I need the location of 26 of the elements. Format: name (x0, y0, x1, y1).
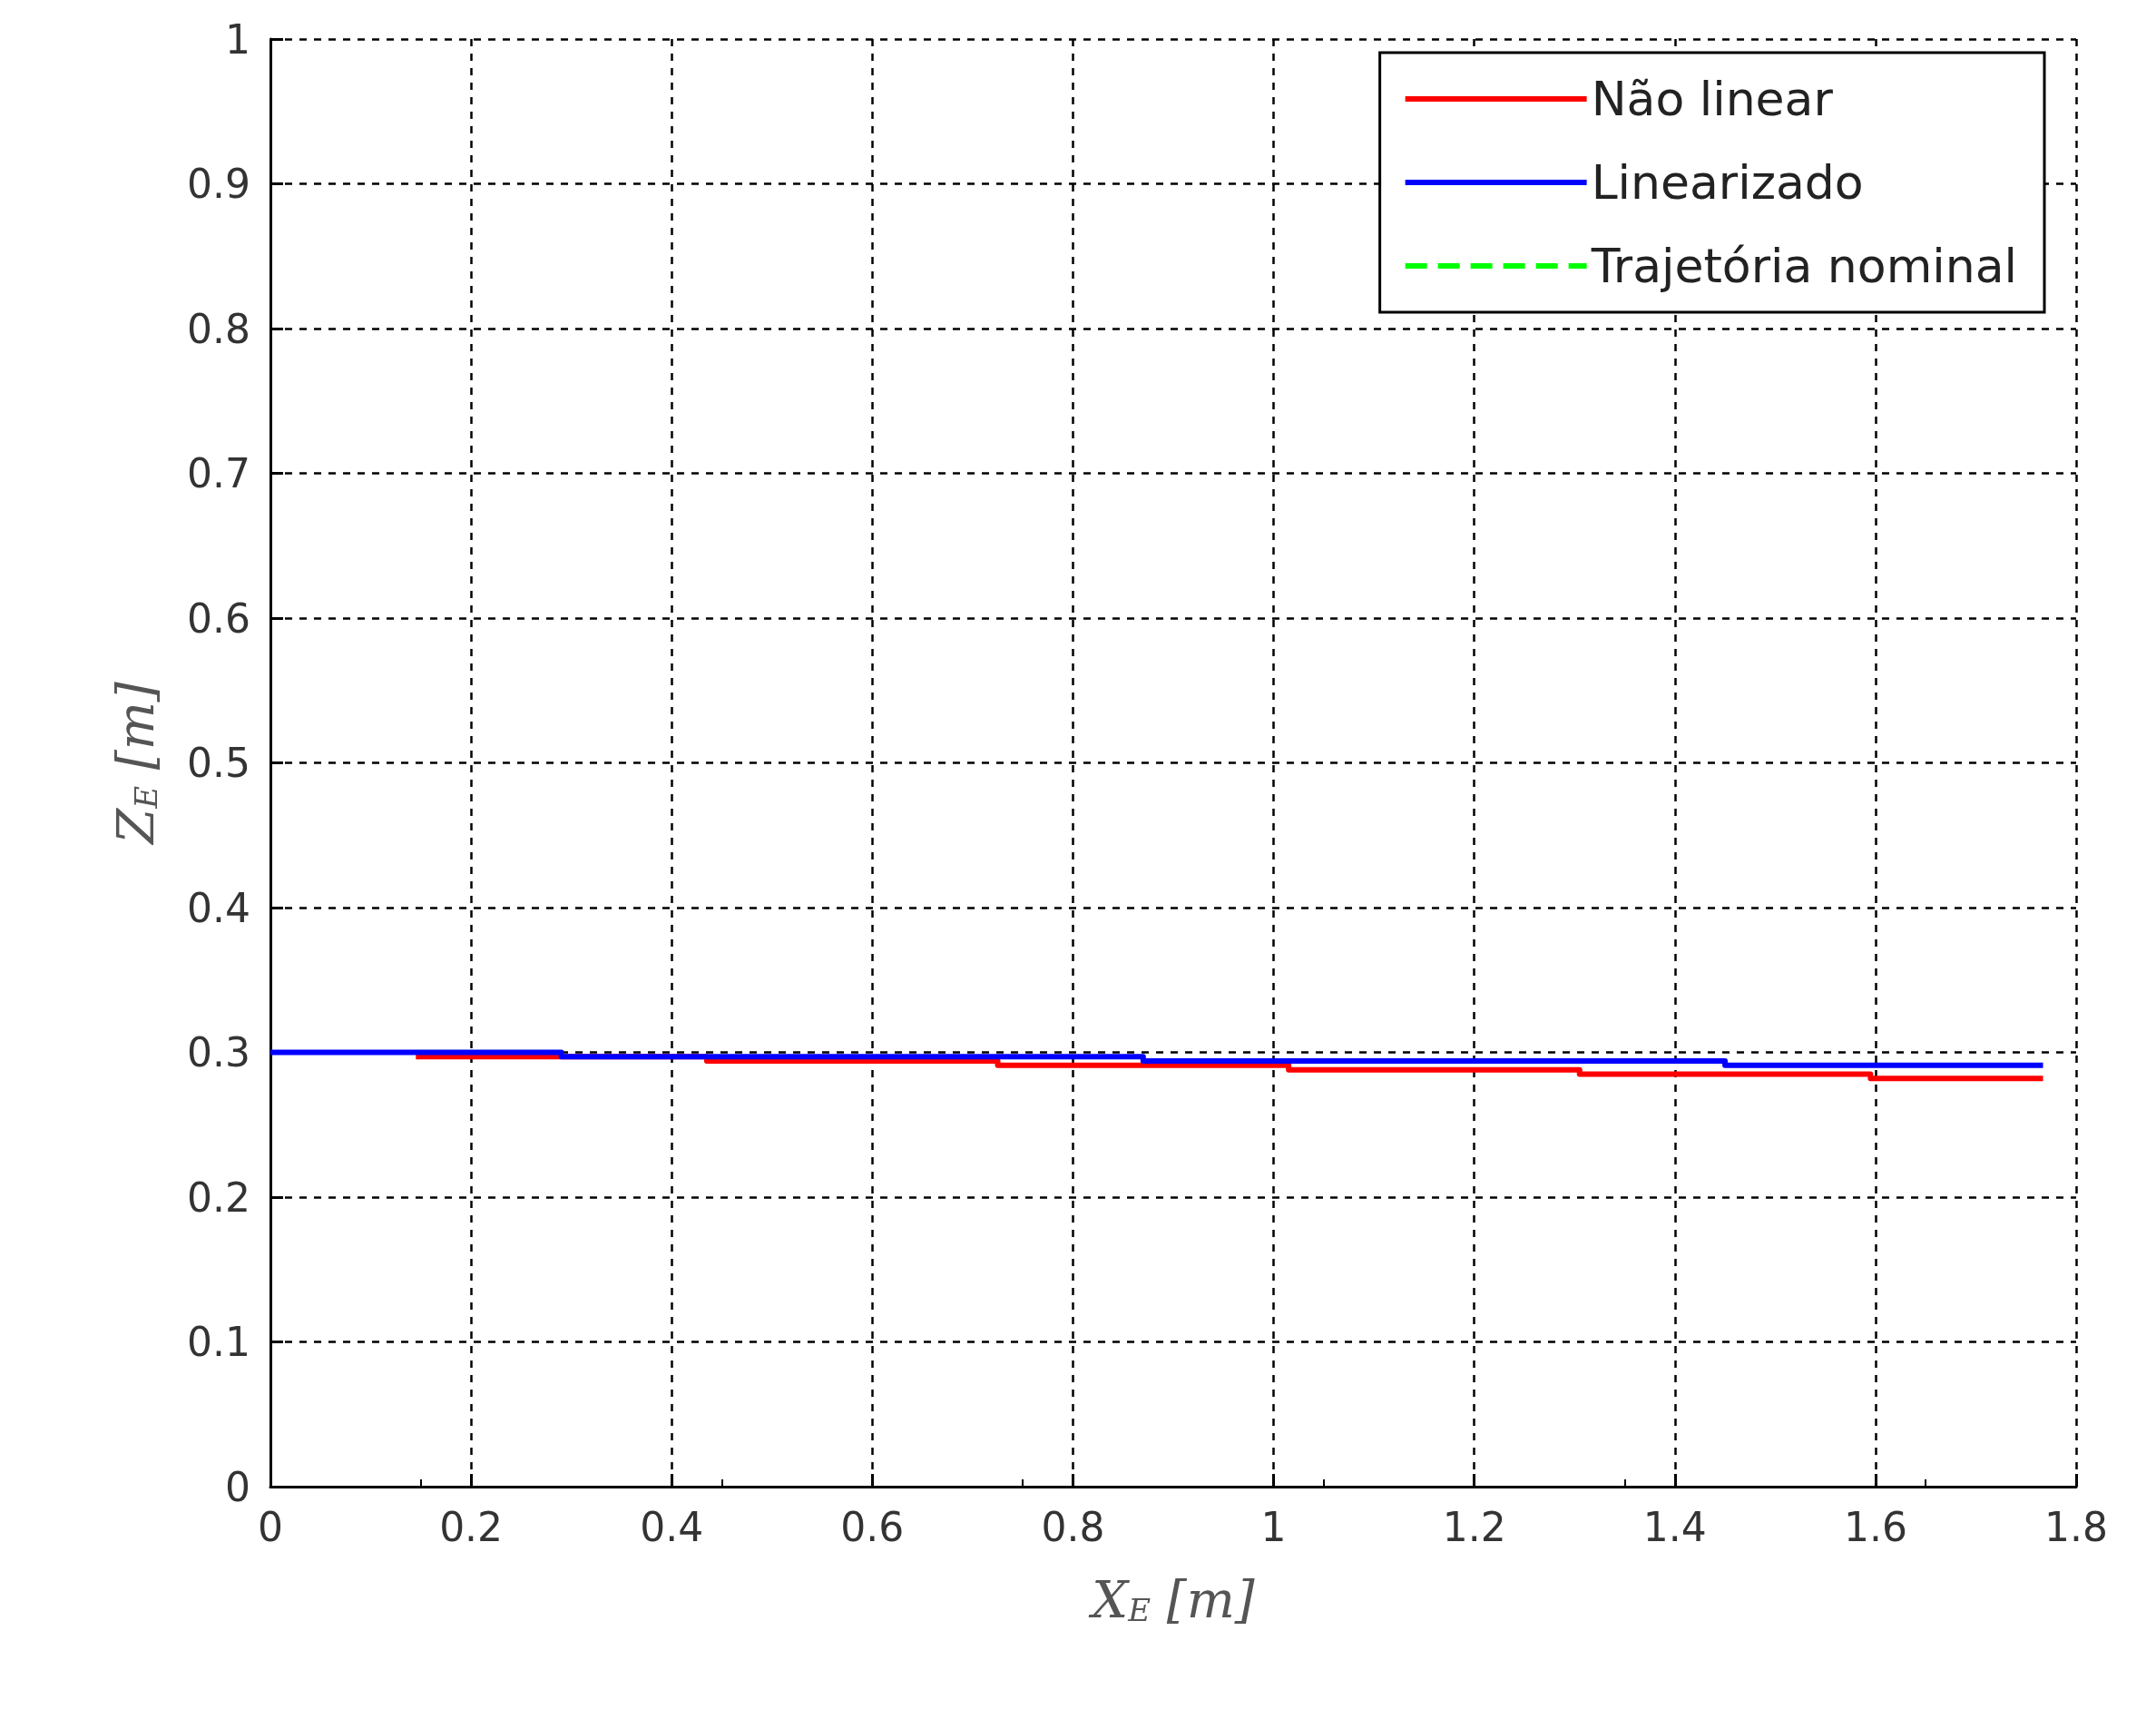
y-axis-title: ZE [m] (105, 682, 165, 846)
y-tick-label: 0.5 (187, 740, 250, 786)
x-tick-label: 0.2 (439, 1503, 504, 1550)
x-tick-label: 1.8 (2044, 1503, 2108, 1550)
y-tick-label: 0.7 (187, 450, 250, 496)
legend-label: Trajetória nominal (1590, 239, 2017, 293)
y-tick-label: 0.2 (187, 1174, 250, 1221)
x-tick-label: 1.4 (1642, 1503, 1707, 1550)
x-tick-label: 1.6 (1843, 1503, 1907, 1550)
y-tick-label: 0 (225, 1463, 250, 1510)
y-tick-label: 0.3 (187, 1029, 250, 1076)
x-tick-label: 1.2 (1442, 1503, 1506, 1550)
y-tick-label: 0.9 (187, 161, 250, 207)
y-tick-label: 1 (225, 15, 250, 63)
x-tick-label: 0.8 (1041, 1503, 1105, 1550)
x-axis-title: XE [m] (1088, 1569, 1255, 1629)
y-tick-label: 0.1 (187, 1319, 250, 1365)
x-tick-label: 1 (1260, 1503, 1287, 1550)
y-tick-label: 0.6 (187, 594, 250, 642)
x-tick-label: 0.6 (840, 1503, 905, 1550)
legend-label: Não linear (1591, 72, 1834, 126)
y-tick-label: 0.8 (187, 305, 250, 352)
x-tick-label: 0 (258, 1503, 283, 1550)
y-tick-label: 0.4 (187, 884, 250, 931)
x-tick-label: 0.4 (640, 1503, 704, 1550)
legend-label: Linearizado (1591, 155, 1864, 210)
